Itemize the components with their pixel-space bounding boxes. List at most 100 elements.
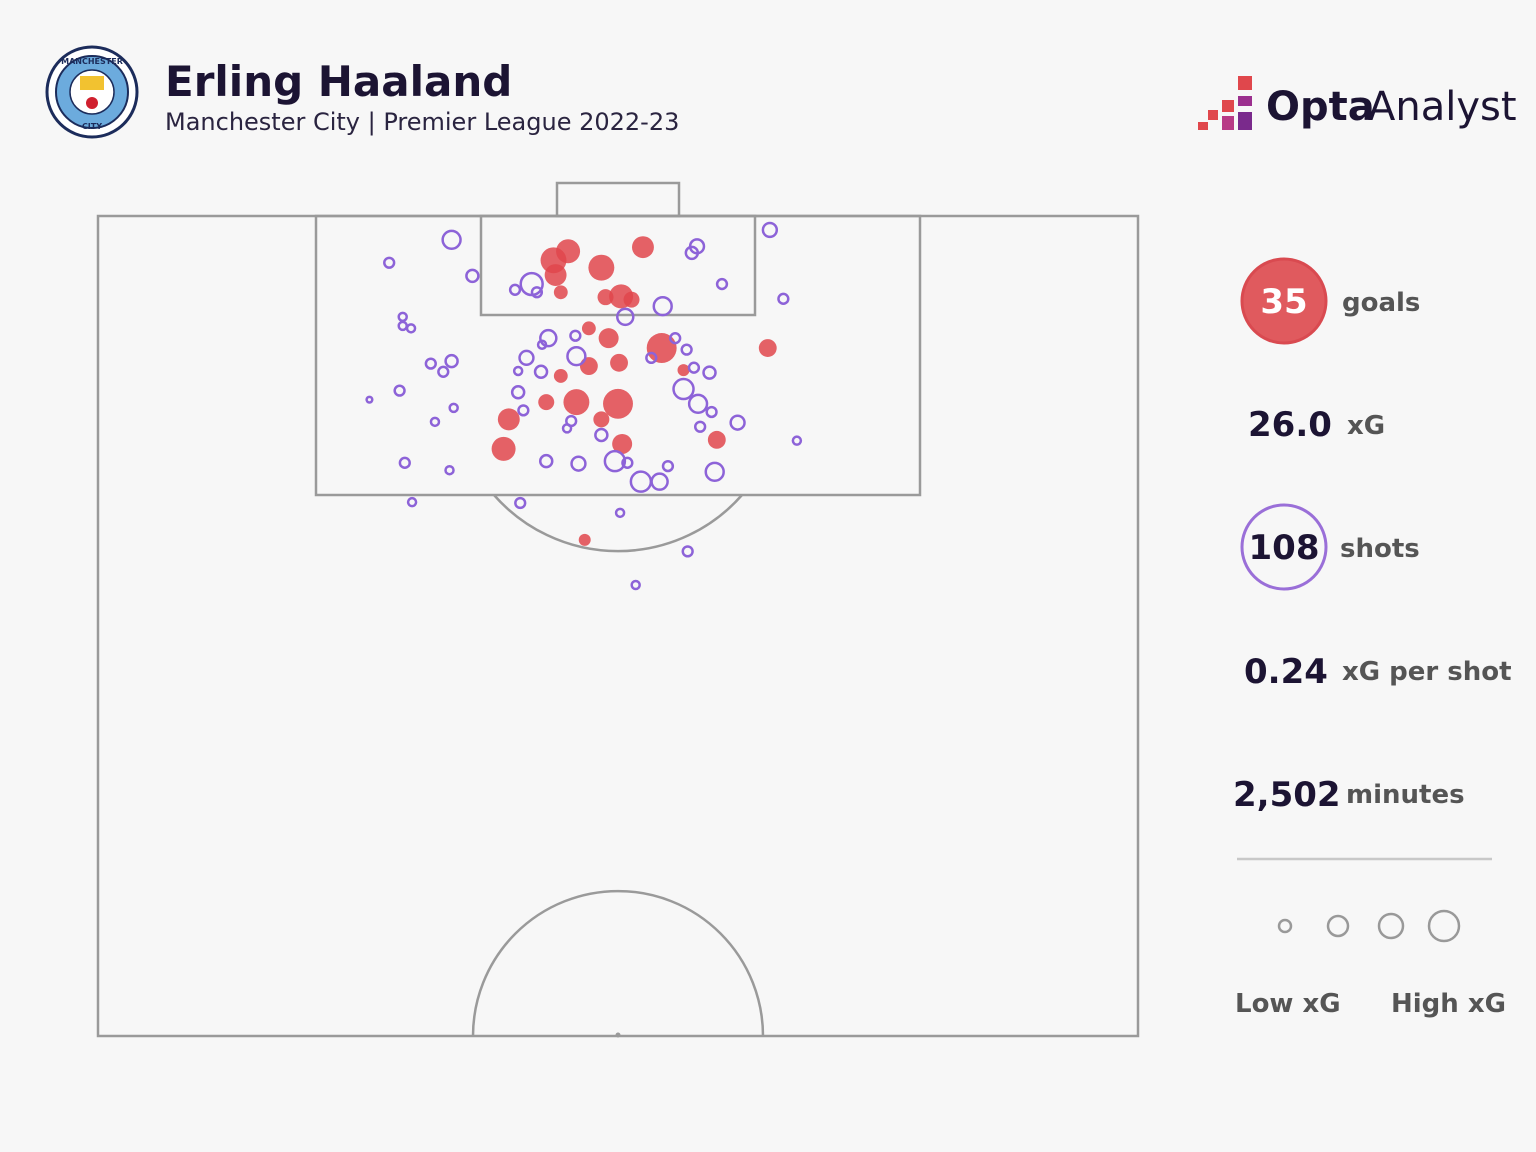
- goal-shot: [579, 357, 598, 376]
- shot: [444, 353, 459, 369]
- shot: [650, 472, 669, 491]
- goal-shot: [593, 411, 610, 428]
- stat-value: 0.24: [1244, 652, 1328, 692]
- shot: [448, 402, 459, 414]
- shot: [672, 377, 695, 401]
- stat-label: goals: [1342, 288, 1420, 318]
- goal-shot: [563, 389, 590, 416]
- shot: [681, 545, 694, 558]
- club-crest: MANCHESTER CITY: [45, 45, 139, 139]
- shot: [437, 365, 450, 378]
- shots-layer: [365, 221, 803, 591]
- shot: [715, 277, 729, 291]
- shot: [398, 456, 411, 469]
- size-legend: [1277, 909, 1461, 943]
- shot: [777, 292, 790, 305]
- shot: [614, 507, 626, 519]
- shot: [517, 404, 530, 417]
- goal-shot: [612, 433, 633, 454]
- goal-shot: [544, 264, 567, 286]
- shot: [687, 361, 701, 374]
- shot: [538, 453, 554, 469]
- shot: [669, 332, 682, 345]
- shot: [569, 329, 582, 342]
- crest-text: MANCHESTER: [61, 57, 123, 66]
- shot: [514, 496, 527, 510]
- shot: [621, 456, 634, 469]
- shot: [429, 416, 441, 428]
- goal-shot: [598, 328, 619, 349]
- goal-shot: [707, 430, 726, 449]
- shot: [684, 245, 700, 261]
- goal-shot: [610, 353, 628, 372]
- shot: [393, 384, 406, 397]
- goal-shot: [497, 408, 520, 431]
- shot: [694, 420, 707, 433]
- shot: [616, 307, 635, 327]
- shot: [570, 455, 587, 472]
- shot: [661, 459, 675, 473]
- shot: [518, 349, 535, 367]
- shot: [704, 461, 725, 483]
- goal-shot: [758, 339, 777, 357]
- shot: [508, 283, 522, 296]
- shot: [365, 395, 374, 404]
- shot: [465, 268, 480, 284]
- shot: [444, 464, 455, 476]
- stat-label: minutes: [1346, 780, 1465, 810]
- shot: [441, 229, 462, 250]
- shot: [424, 357, 437, 370]
- goal-shot: [491, 436, 516, 461]
- shot: [603, 449, 627, 473]
- goal-shot: [553, 368, 568, 383]
- stat-value: 2,502: [1233, 775, 1341, 815]
- shot: [406, 496, 418, 508]
- goal-shot: [588, 254, 615, 281]
- title: Erling Haaland: [165, 57, 512, 106]
- goal-shot: [646, 333, 677, 363]
- brand-bold: Opta: [1266, 84, 1375, 130]
- shot: [405, 323, 417, 334]
- shot: [566, 346, 587, 367]
- shot: [645, 351, 658, 365]
- shot: [680, 343, 693, 356]
- goal-shot: [538, 394, 555, 411]
- shot: [761, 221, 779, 239]
- stat-value: 35: [1260, 282, 1307, 322]
- shots-badge: [1240, 503, 1328, 591]
- goal-shot: [553, 285, 568, 300]
- goal-shot: [677, 364, 690, 377]
- shot: [729, 414, 746, 431]
- stat-value: 108: [1249, 528, 1320, 568]
- shot: [539, 328, 558, 348]
- shot: [791, 435, 803, 446]
- legend-high: High xG: [1391, 989, 1506, 1019]
- shot: [512, 365, 524, 377]
- shot: [705, 405, 718, 419]
- shot: [630, 579, 641, 591]
- shot: [687, 393, 709, 414]
- stat-label: xG: [1347, 411, 1385, 441]
- shot: [561, 423, 573, 434]
- stats-panel: 35 goals 26.0 xG 108 shots 0.24 xG per s…: [1233, 257, 1512, 1019]
- goal-shot: [581, 321, 596, 336]
- stat-label: shots: [1340, 534, 1420, 564]
- shot: [652, 296, 673, 317]
- shot: [383, 256, 396, 269]
- shot: [536, 339, 548, 350]
- goal-shot: [578, 533, 591, 546]
- shot: [702, 365, 717, 380]
- goal-shot: [632, 236, 654, 259]
- brand-logo: Opta Analyst: [1198, 76, 1517, 130]
- goal-shot: [603, 388, 633, 419]
- subtitle: Manchester City | Premier League 2022-23: [165, 108, 679, 136]
- shot: [530, 286, 544, 299]
- goal-shot: [597, 289, 614, 306]
- crest-text: CITY: [82, 122, 102, 131]
- shot: [594, 427, 609, 443]
- shot: [510, 385, 526, 400]
- shot: [533, 364, 549, 380]
- brand-light: Analyst: [1368, 84, 1517, 130]
